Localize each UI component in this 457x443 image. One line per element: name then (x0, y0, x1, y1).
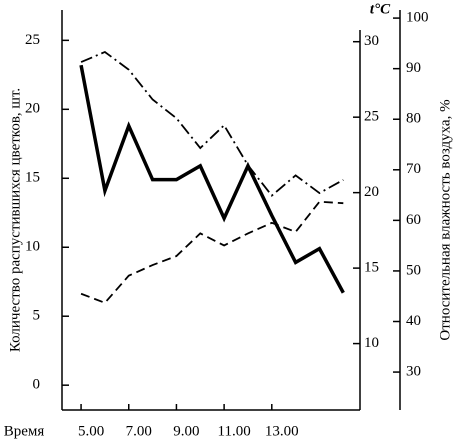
y3-tick-label: 90 (406, 60, 421, 76)
y2-tick-label: 30 (364, 33, 379, 49)
y-tick-label: 25 (25, 32, 40, 48)
y-axis-label: Количество распустившихся цветков, шт. (7, 88, 23, 352)
x-axis-label: Время (4, 423, 45, 439)
y2-tick-label: 25 (364, 109, 379, 125)
y3-tick-label: 30 (406, 364, 421, 380)
y3-tick-label: 80 (406, 111, 421, 127)
x-tick-label: 13.00 (265, 423, 299, 439)
y2-tick-label: 10 (364, 335, 379, 351)
series-line (80, 200, 344, 304)
series-line (79, 64, 345, 294)
y2-tick-label: 20 (364, 184, 379, 200)
y3-tick-label: 100 (406, 10, 429, 26)
y-tick-label: 0 (33, 377, 41, 393)
y3-tick-label: 70 (406, 161, 421, 177)
series-line (80, 50, 344, 197)
x-tick-label: 7.00 (126, 423, 152, 439)
y3-tick-label: 40 (406, 313, 421, 329)
y3-axis-label: Относительная влажность воздуха, % (437, 99, 453, 340)
y-tick-label: 20 (25, 101, 40, 117)
y-tick-label: 15 (25, 170, 40, 186)
y-tick-label: 10 (25, 239, 40, 255)
y3-tick-label: 50 (406, 262, 421, 278)
x-tick-label: 11.00 (218, 423, 251, 439)
y-tick-label: 5 (33, 308, 41, 324)
y2-axis-label: t°C (370, 1, 391, 17)
y2-tick-label: 15 (364, 260, 379, 276)
x-tick-label: 5.00 (78, 423, 104, 439)
y3-tick-label: 60 (406, 212, 421, 228)
x-tick-label: 9.00 (173, 423, 199, 439)
